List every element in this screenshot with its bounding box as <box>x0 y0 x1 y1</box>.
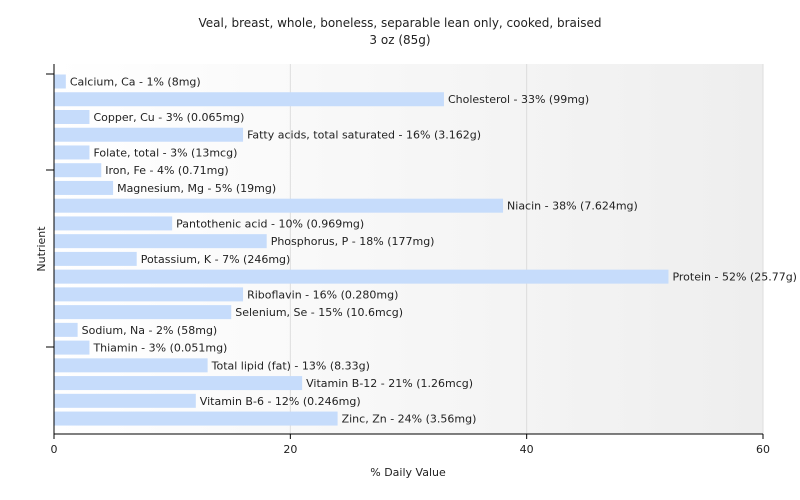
bar-label: Potassium, K - 7% (246mg) <box>141 253 291 266</box>
bar <box>54 269 669 284</box>
bar-label: Protein - 52% (25.77g) <box>672 271 797 284</box>
bar <box>54 234 267 249</box>
bar <box>54 92 444 107</box>
x-tick-label: 40 <box>520 443 534 456</box>
bar-label: Riboflavin - 16% (0.280mg) <box>247 288 398 301</box>
bar <box>54 163 102 178</box>
bar-label: Zinc, Zn - 24% (3.56mg) <box>342 413 477 426</box>
axes: 0 20 40 60 <box>46 64 770 456</box>
bar <box>54 74 66 89</box>
bar-label: Folate, total - 3% (13mcg) <box>93 146 237 159</box>
bars <box>54 74 669 426</box>
bar-label: Vitamin B-12 - 21% (1.26mcg) <box>306 377 473 390</box>
bar-label: Pantothenic acid - 10% (0.969mg) <box>176 217 364 230</box>
bar <box>54 145 90 160</box>
bar-label: Sodium, Na - 2% (58mg) <box>82 324 218 337</box>
bar-label: Calcium, Ca - 1% (8mg) <box>70 76 201 89</box>
chart-title: Veal, breast, whole, boneless, separable… <box>199 16 602 30</box>
bar-label: Phosphorus, P - 18% (177mg) <box>271 235 435 248</box>
bar <box>54 287 244 302</box>
chart-subtitle: 3 oz (85g) <box>369 33 430 47</box>
bar-label: Niacin - 38% (7.624mg) <box>507 200 638 213</box>
bar-label: Vitamin B-6 - 12% (0.246mg) <box>200 395 361 408</box>
bar <box>54 393 196 408</box>
bar <box>54 305 232 320</box>
bar <box>54 322 78 337</box>
x-axis-label: % Daily Value <box>370 466 446 479</box>
bar-label: Iron, Fe - 4% (0.71mg) <box>105 164 228 177</box>
bar-label: Selenium, Se - 15% (10.6mcg) <box>235 306 403 319</box>
bar-label: Cholesterol - 33% (99mg) <box>448 93 589 106</box>
bar-label: Copper, Cu - 3% (0.065mg) <box>93 111 244 124</box>
bar <box>54 180 114 195</box>
bar <box>54 376 303 391</box>
bar <box>54 411 338 426</box>
bar <box>54 251 137 266</box>
bar <box>54 358 208 373</box>
bar <box>54 127 244 142</box>
bar <box>54 198 504 213</box>
x-tick-label: 0 <box>51 443 58 456</box>
bar <box>54 340 90 355</box>
grid-lines <box>289 64 764 434</box>
bar-label: Magnesium, Mg - 5% (19mg) <box>117 182 276 195</box>
bar <box>54 109 90 124</box>
bar <box>54 216 173 231</box>
bar-label: Thiamin - 3% (0.051mg) <box>92 342 227 355</box>
x-tick-label: 60 <box>756 443 770 456</box>
bar-label: Total lipid (fat) - 13% (8.33g) <box>211 359 370 372</box>
bar-label: Fatty acids, total saturated - 16% (3.16… <box>247 129 481 142</box>
bar-labels: Calcium, Ca - 1% (8mg) Cholesterol - 33% … <box>70 76 797 426</box>
x-tick-label: 20 <box>283 443 297 456</box>
y-axis-label: Nutrient <box>35 226 48 272</box>
